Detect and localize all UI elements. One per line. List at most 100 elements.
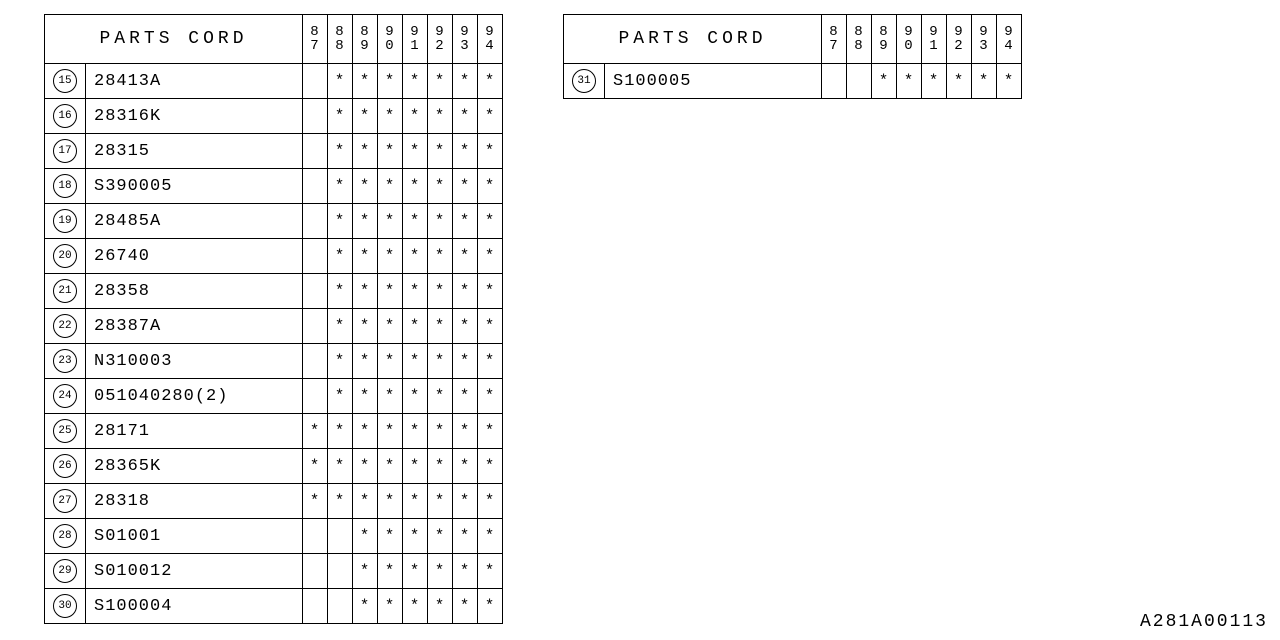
parts-cord-header: PARTS CORD (564, 15, 822, 64)
year-header-char: 7 (822, 39, 846, 53)
year-mark-cell: * (403, 379, 428, 414)
year-mark-cell: * (403, 239, 428, 274)
ref-cell: 21 (45, 274, 86, 309)
year-header-92: 92 (428, 15, 453, 64)
year-mark-cell: * (428, 414, 453, 449)
year-mark-cell: * (478, 274, 503, 309)
ref-badge: 17 (53, 139, 77, 163)
parts-code-cell: 28318 (86, 484, 303, 519)
year-header-digit: 88 (847, 25, 871, 53)
year-mark-cell: * (378, 379, 403, 414)
year-mark-cell: * (328, 344, 353, 379)
table-row: 1928485A******* (45, 204, 503, 239)
year-mark-cell: * (403, 204, 428, 239)
year-mark-cell: * (303, 449, 328, 484)
ref-cell: 22 (45, 309, 86, 344)
table-row: 18S390005******* (45, 169, 503, 204)
ref-badge: 27 (53, 489, 77, 513)
table-header-row: PARTS CORD 8788899091929394 (45, 15, 503, 64)
year-mark-cell: * (353, 344, 378, 379)
year-mark-cell: * (428, 449, 453, 484)
year-mark-cell: * (353, 554, 378, 589)
year-mark-cell: * (478, 309, 503, 344)
year-mark-cell: * (453, 309, 478, 344)
year-mark-cell: * (428, 134, 453, 169)
year-header-char: 9 (353, 39, 377, 53)
ref-cell: 26 (45, 449, 86, 484)
year-header-digit: 90 (378, 25, 402, 53)
year-header-93: 93 (453, 15, 478, 64)
ref-cell: 20 (45, 239, 86, 274)
year-mark-cell: * (453, 449, 478, 484)
ref-cell: 28 (45, 519, 86, 554)
year-mark-cell: * (353, 239, 378, 274)
year-mark-cell (303, 344, 328, 379)
ref-badge: 22 (53, 314, 77, 338)
year-mark-cell: * (328, 169, 353, 204)
year-mark-cell: * (328, 414, 353, 449)
year-mark-cell: * (997, 64, 1022, 99)
year-header-digit: 89 (353, 25, 377, 53)
parts-code-cell: 28315 (86, 134, 303, 169)
year-mark-cell: * (428, 589, 453, 624)
year-mark-cell: * (478, 449, 503, 484)
year-mark-cell: * (328, 449, 353, 484)
year-header-87: 87 (303, 15, 328, 64)
year-mark-cell: * (378, 519, 403, 554)
ref-cell: 16 (45, 99, 86, 134)
ref-badge: 16 (53, 104, 77, 128)
year-header-93: 93 (972, 15, 997, 64)
year-mark-cell: * (328, 274, 353, 309)
year-mark-cell (303, 309, 328, 344)
year-header-digit: 89 (872, 25, 896, 53)
year-mark-cell: * (478, 64, 503, 99)
year-mark-cell (303, 99, 328, 134)
ref-badge: 25 (53, 419, 77, 443)
year-mark-cell: * (453, 519, 478, 554)
year-header-digit: 93 (453, 25, 477, 53)
year-mark-cell: * (453, 99, 478, 134)
year-header-87: 87 (822, 15, 847, 64)
table-row: 2728318******** (45, 484, 503, 519)
ref-cell: 30 (45, 589, 86, 624)
parts-code-cell: 051040280(2) (86, 379, 303, 414)
parts-code-cell: S100005 (605, 64, 822, 99)
year-header-char: 4 (478, 39, 502, 53)
parts-code-cell: 28171 (86, 414, 303, 449)
ref-badge: 30 (53, 594, 77, 618)
ref-cell: 24 (45, 379, 86, 414)
ref-badge: 19 (53, 209, 77, 233)
year-mark-cell: * (478, 414, 503, 449)
year-header-89: 89 (353, 15, 378, 64)
parts-code-cell: N310003 (86, 344, 303, 379)
year-mark-cell: * (378, 134, 403, 169)
ref-cell: 17 (45, 134, 86, 169)
parts-code-cell: 28316K (86, 99, 303, 134)
year-mark-cell: * (428, 204, 453, 239)
year-header-digit: 94 (997, 25, 1021, 53)
year-header-char: 9 (428, 25, 452, 39)
year-mark-cell: * (453, 239, 478, 274)
year-mark-cell: * (378, 589, 403, 624)
ref-cell: 19 (45, 204, 86, 239)
year-mark-cell: * (478, 204, 503, 239)
year-header-char: 9 (403, 25, 427, 39)
ref-badge: 28 (53, 524, 77, 548)
year-mark-cell: * (303, 414, 328, 449)
ref-cell: 27 (45, 484, 86, 519)
year-mark-cell: * (353, 99, 378, 134)
year-header-char: 7 (303, 39, 327, 53)
ref-cell: 29 (45, 554, 86, 589)
year-header-char: 9 (972, 25, 996, 39)
year-mark-cell (303, 239, 328, 274)
year-header-char: 9 (872, 39, 896, 53)
year-mark-cell (847, 64, 872, 99)
table-row: 2026740******* (45, 239, 503, 274)
year-mark-cell: * (403, 274, 428, 309)
year-mark-cell: * (478, 554, 503, 589)
year-mark-cell: * (328, 379, 353, 414)
year-header-char: 8 (872, 25, 896, 39)
table-row: 24051040280(2)******* (45, 379, 503, 414)
year-mark-cell: * (378, 309, 403, 344)
year-header-94: 94 (997, 15, 1022, 64)
